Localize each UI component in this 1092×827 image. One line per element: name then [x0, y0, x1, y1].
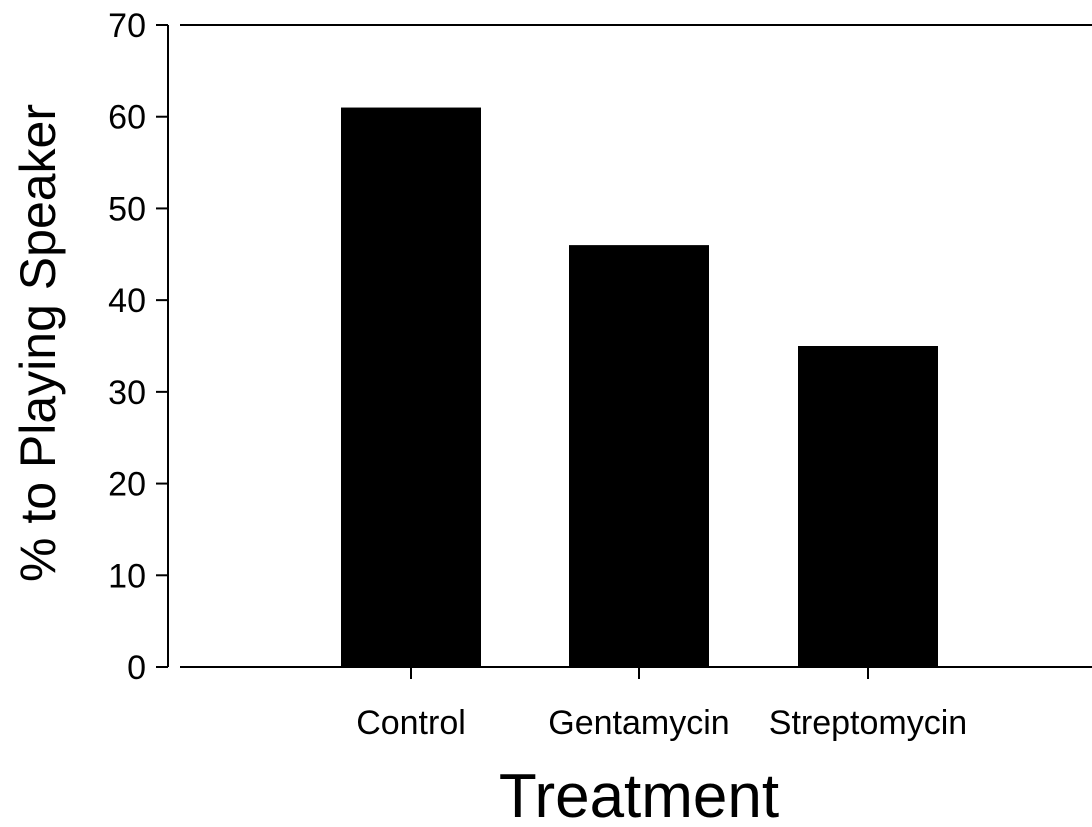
y-tick-label: 10: [108, 557, 146, 595]
y-tick-label: 70: [108, 7, 146, 45]
y-tick-label: 20: [108, 466, 146, 504]
bar-streptomycin: [798, 346, 938, 667]
y-axis-ticks: 0 10 20 30 40 50 60 70: [108, 7, 168, 687]
bars: [341, 107, 938, 668]
category-label-control: Control: [356, 704, 466, 742]
y-tick-label: 50: [108, 190, 146, 228]
category-label-gentamycin: Gentamycin: [548, 704, 729, 742]
y-tick-label: 30: [108, 374, 146, 412]
category-label-streptomycin: Streptomycin: [769, 704, 967, 742]
bar-gentamycin: [569, 245, 709, 667]
x-axis-title: Treatment: [499, 762, 779, 827]
category-labels: Control Gentamycin Streptomycin: [356, 704, 967, 742]
y-tick-label: 40: [108, 282, 146, 320]
y-axis-title: % to Playing Speaker: [10, 104, 66, 582]
x-axis-ticks: [410, 667, 869, 679]
bar-control: [341, 107, 481, 668]
y-tick-label: 60: [108, 99, 146, 137]
y-tick-label: 0: [127, 649, 146, 687]
